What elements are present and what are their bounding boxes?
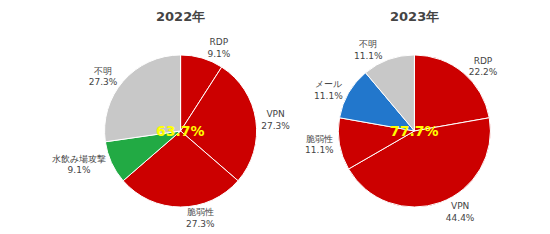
svg-text:不明11.1%: 不明11.1%	[354, 39, 383, 61]
svg-text:RDP9.1%: RDP9.1%	[207, 37, 230, 59]
svg-text:メール11.1%: メール11.1%	[314, 79, 343, 101]
svg-text:水飲み場攻撃9.1%: 水飲み場攻撃9.1%	[52, 154, 106, 176]
svg-text:VPN27.3%: VPN27.3%	[261, 109, 290, 131]
svg-text:63.7%: 63.7%	[156, 123, 205, 139]
svg-text:VPN44.4%: VPN44.4%	[446, 201, 475, 223]
svg-text:脆弱性27.3%: 脆弱性27.3%	[186, 207, 215, 229]
svg-text:RDP22.2%: RDP22.2%	[469, 56, 498, 78]
svg-text:不明27.3%: 不明27.3%	[89, 66, 118, 88]
svg-text:2022年: 2022年	[156, 9, 205, 24]
svg-text:2023年: 2023年	[390, 9, 439, 24]
svg-text:77.7%: 77.7%	[390, 123, 439, 139]
svg-text:脆弱性11.1%: 脆弱性11.1%	[305, 134, 334, 156]
